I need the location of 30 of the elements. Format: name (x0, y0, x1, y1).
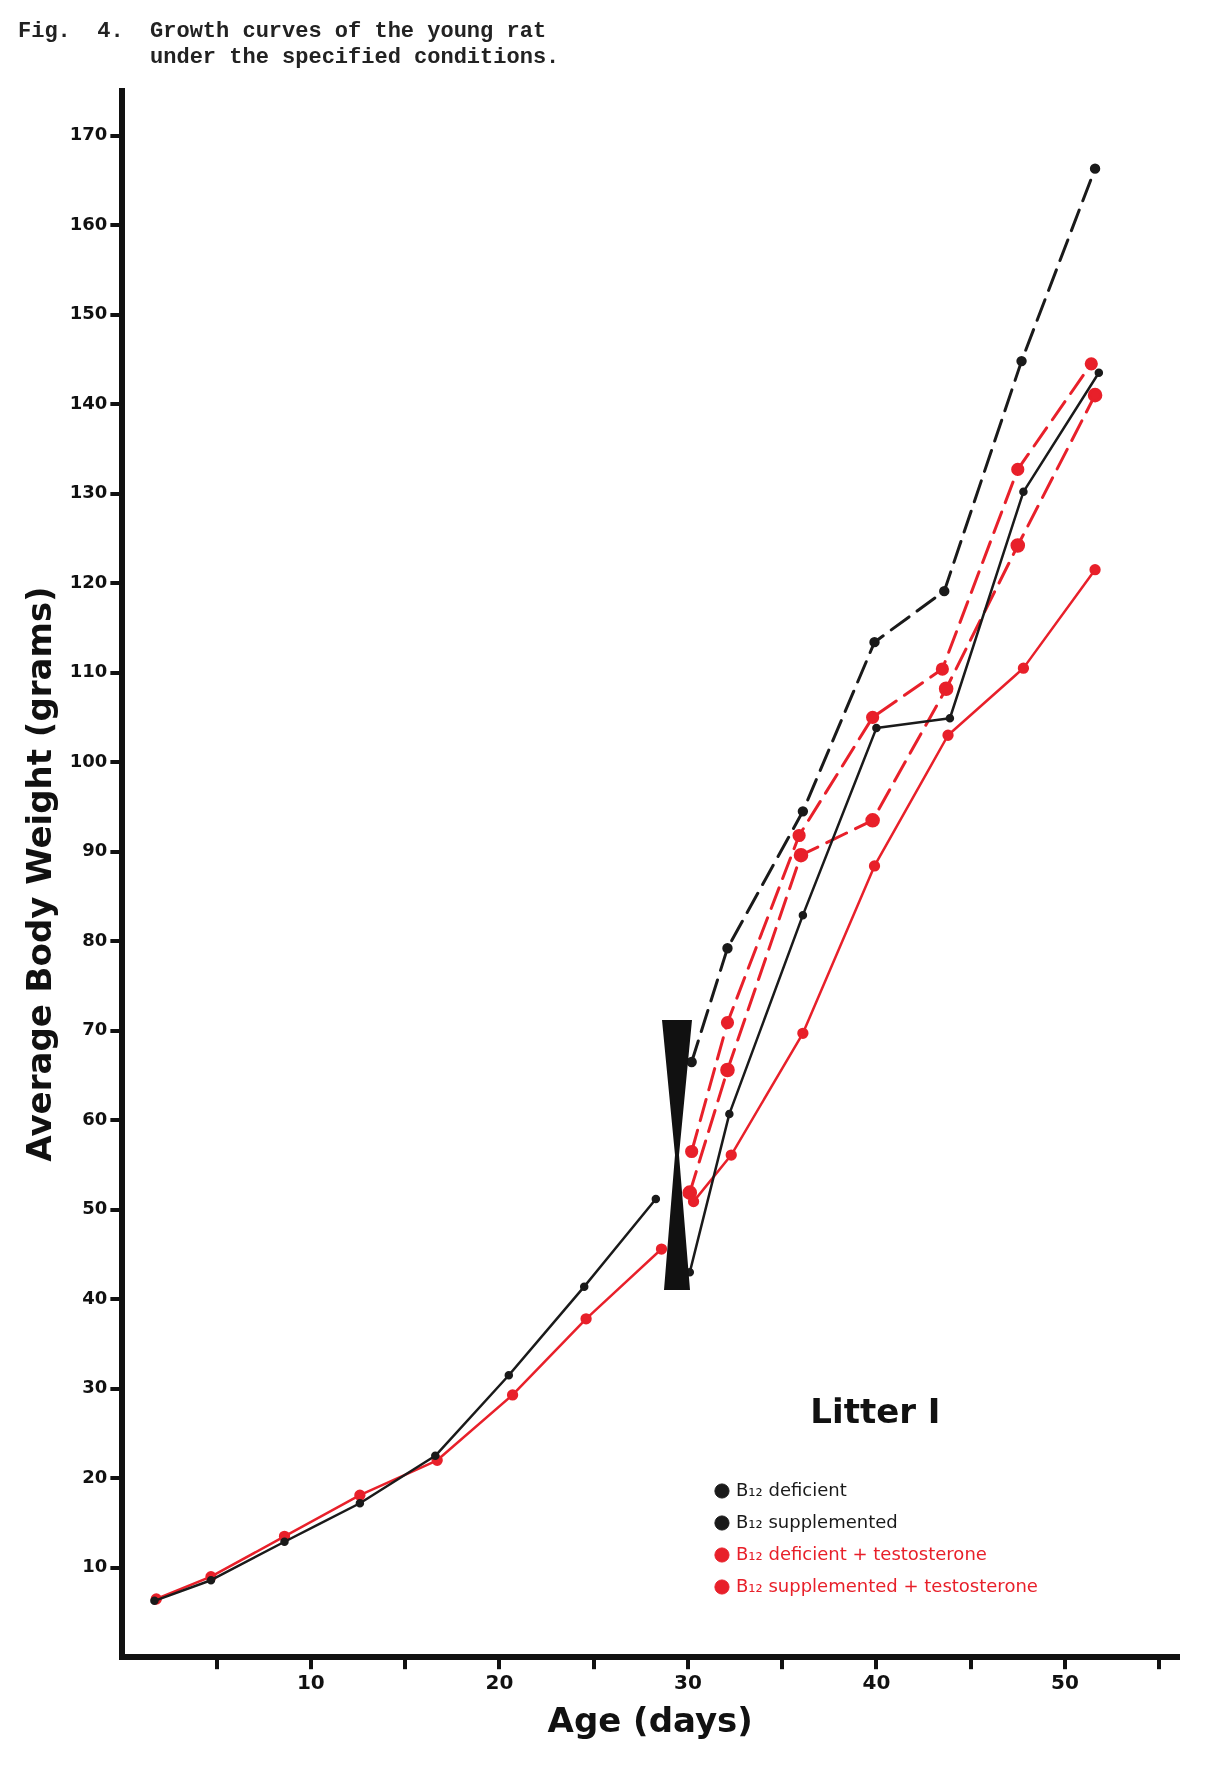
y-tick-label: 80 (82, 928, 108, 950)
y-tick-label: 20 (82, 1465, 108, 1487)
y-tick-label: 120 (69, 570, 108, 592)
y-tick-label: 170 (69, 123, 108, 145)
x-tick-label: 10 (296, 1670, 325, 1695)
y-tick-label: 90 (82, 839, 108, 861)
y-tick-label: 160 (69, 212, 108, 234)
legend-label: B₁₂ deficient (735, 1478, 847, 1500)
y-tick-label: 140 (69, 391, 108, 413)
x-tick-label: 40 (862, 1670, 891, 1695)
x-tick-label: 30 (673, 1670, 702, 1695)
y-tick-label: 110 (69, 660, 108, 682)
legend-label: B₁₂ supplemented (735, 1510, 898, 1532)
legend-label: B₁₂ deficient + testosterone (735, 1542, 987, 1564)
y-tick-label: 50 (82, 1197, 108, 1219)
y-tick-label: 10 (82, 1555, 108, 1577)
y-tick-label: 100 (69, 749, 108, 771)
y-axis-title: Average Body Weight (grams) (19, 586, 60, 1162)
x-tick-label: 50 (1050, 1670, 1079, 1695)
y-tick-label: 70 (82, 1018, 108, 1040)
chart-title: Fig. 4. Growth curves of the young rat under the specified conditions. (18, 18, 560, 71)
y-tick-label: 30 (82, 1376, 108, 1398)
y-tick-label: 40 (82, 1286, 108, 1308)
y-tick-label: 150 (69, 302, 108, 324)
x-tick-label: 20 (485, 1670, 514, 1695)
legend-title: Litter I (810, 1391, 941, 1432)
y-tick-label: 60 (82, 1107, 108, 1129)
y-tick-label: 130 (69, 481, 108, 503)
legend-label: B₁₂ supplemented + testosterone (735, 1574, 1038, 1596)
x-axis-title: Age (days) (547, 1700, 753, 1741)
